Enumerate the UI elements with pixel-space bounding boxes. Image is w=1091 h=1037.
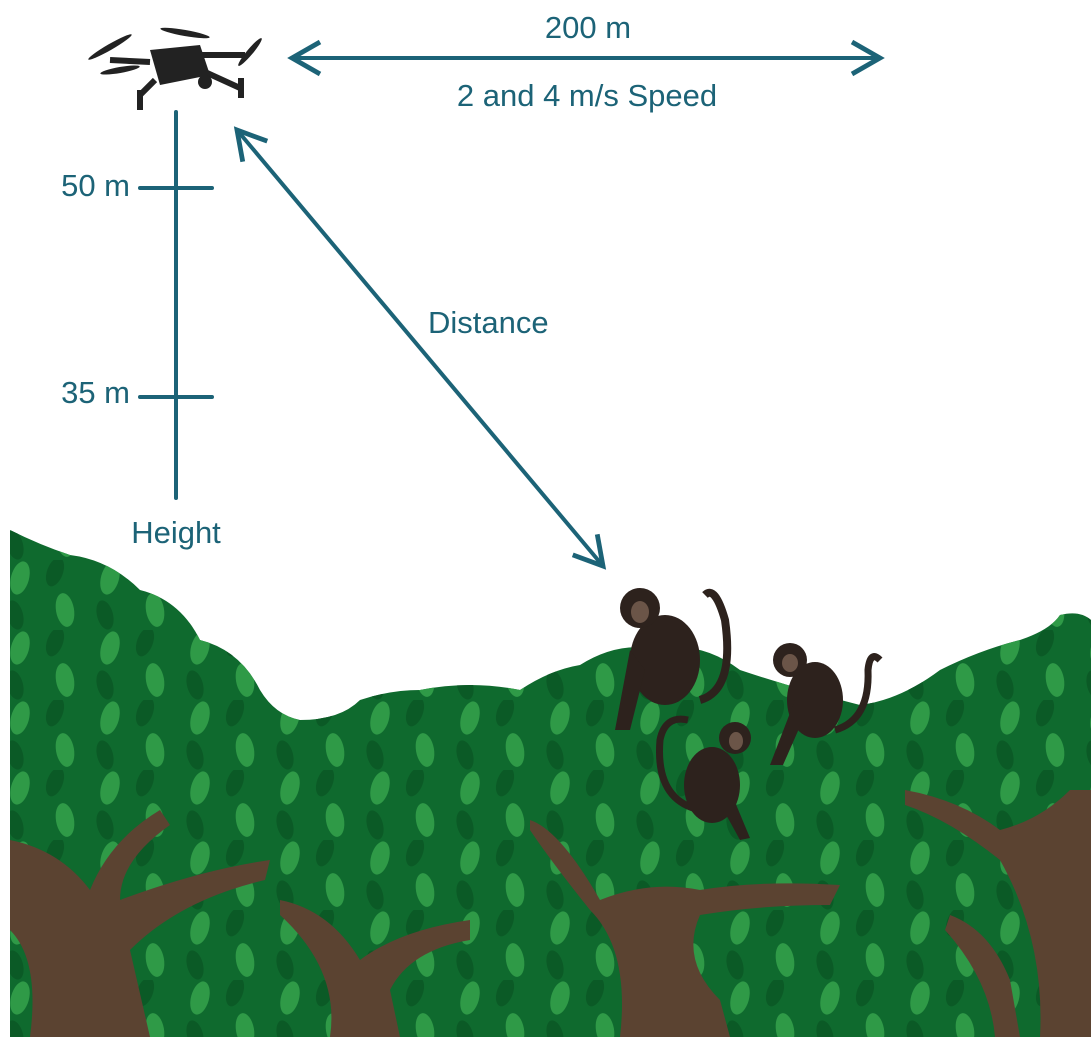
trunk	[280, 900, 470, 1037]
drone	[88, 27, 262, 110]
trunk	[530, 820, 840, 1037]
distance-arrow	[233, 126, 607, 570]
canopy-leaves	[10, 530, 1091, 1037]
height-title: Height	[131, 515, 221, 550]
trunk	[945, 915, 1020, 1037]
monkey	[615, 588, 732, 730]
height-label: 35 m	[61, 375, 130, 410]
monkeys	[615, 588, 883, 840]
trunk	[905, 790, 1091, 1037]
horizontal-distance-label: 200 m	[545, 10, 631, 45]
trunks	[10, 790, 1091, 1037]
speed-label: 2 and 4 m/s Speed	[457, 78, 717, 113]
monkey	[656, 715, 751, 840]
monkey	[770, 643, 883, 765]
distance-label: Distance	[428, 305, 549, 340]
height-label: 50 m	[61, 168, 130, 203]
trunk	[10, 810, 270, 1037]
